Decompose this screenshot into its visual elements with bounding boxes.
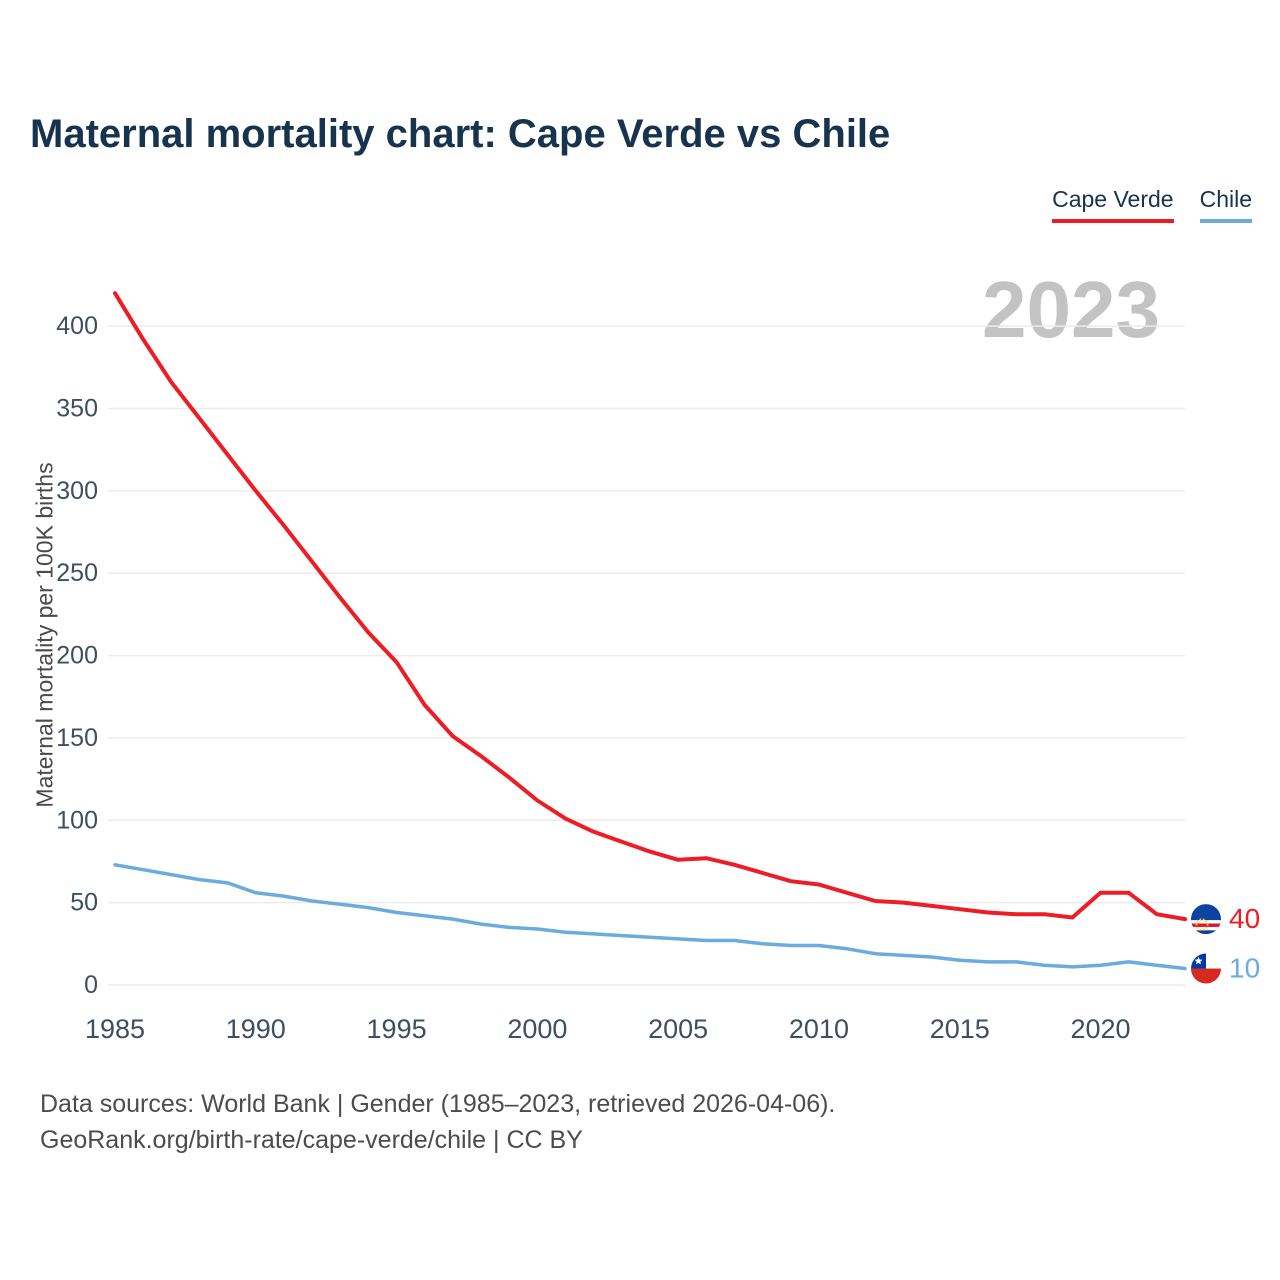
legend-item-chile[interactable]: Chile xyxy=(1199,186,1252,223)
chart-footer: Data sources: World Bank | Gender (1985–… xyxy=(40,1086,835,1159)
series-line-chile xyxy=(113,863,1187,971)
end-value-cape-verde: 40 xyxy=(1229,903,1260,934)
footer-sources: Data sources: World Bank | Gender (1985–… xyxy=(40,1090,836,1118)
x-tick-label: 1995 xyxy=(367,1014,427,1044)
y-tick-label: 50 xyxy=(70,889,98,917)
y-tick-label: 0 xyxy=(84,971,98,999)
y-tick-label: 150 xyxy=(56,724,98,752)
y-tick-label: 100 xyxy=(56,806,98,834)
x-tick-label: 2015 xyxy=(930,1014,990,1044)
x-tick-label: 1985 xyxy=(85,1014,145,1044)
y-tick-label: 250 xyxy=(56,559,98,587)
series-line-cape-verde xyxy=(113,291,1187,922)
x-tick-label: 1990 xyxy=(226,1014,286,1044)
x-tick-label: 2020 xyxy=(1070,1014,1130,1044)
y-tick-label: 350 xyxy=(56,395,98,423)
y-tick-label: 400 xyxy=(56,312,98,340)
legend: Cape Verde Chile xyxy=(1052,186,1252,223)
x-tick-label: 2000 xyxy=(507,1014,567,1044)
x-tick-label: 2005 xyxy=(648,1014,708,1044)
end-value-chile: 10 xyxy=(1229,953,1260,984)
page-title: Maternal mortality chart: Cape Verde vs … xyxy=(30,112,891,156)
cape-verde-flag-icon xyxy=(1191,904,1221,935)
y-tick-label: 200 xyxy=(56,642,98,670)
legend-item-cape-verde[interactable]: Cape Verde xyxy=(1052,186,1174,223)
x-tick-label: 2010 xyxy=(789,1014,849,1044)
y-tick-label: 300 xyxy=(56,477,98,505)
footer-attribution: GeoRank.org/birth-rate/cape-verde/chile … xyxy=(40,1126,583,1155)
year-watermark: 2023 xyxy=(982,265,1160,354)
chile-flag-icon xyxy=(1191,953,1221,984)
